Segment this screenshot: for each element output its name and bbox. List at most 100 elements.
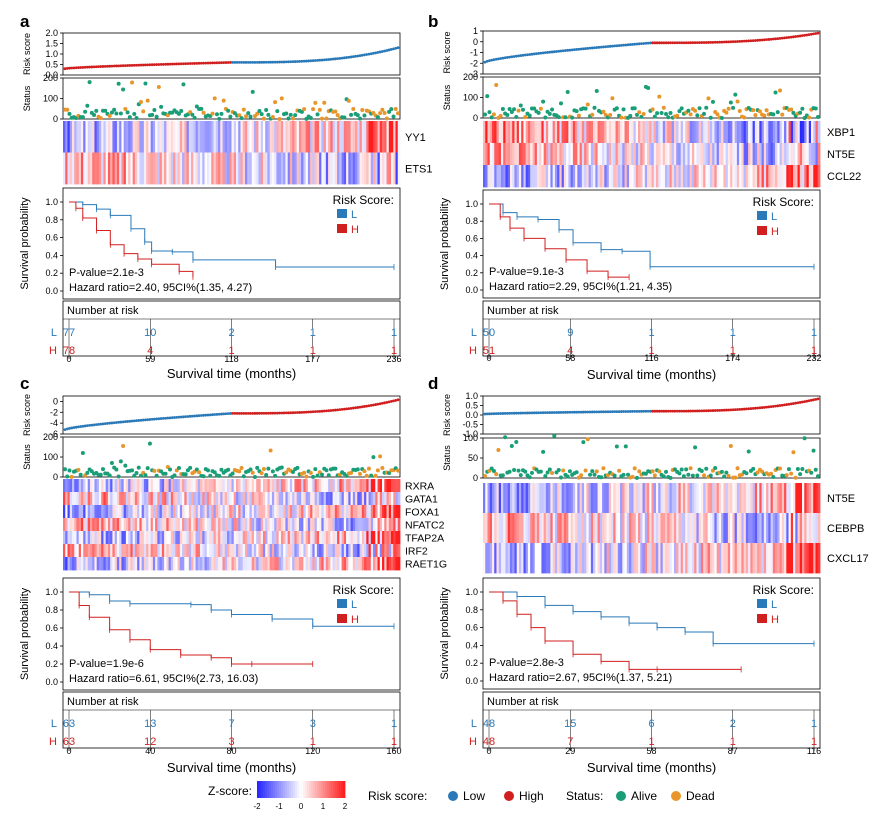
risk-point xyxy=(217,412,221,416)
heatmap-cell xyxy=(202,505,205,519)
risk-point xyxy=(485,59,489,63)
risk-point xyxy=(141,63,145,67)
heatmap-cell xyxy=(71,492,75,506)
status-point xyxy=(704,105,709,110)
heatmap-cell xyxy=(112,557,116,571)
heatmap-cell xyxy=(516,143,520,166)
heatmap-cell xyxy=(78,505,82,519)
heatmap-cell xyxy=(137,531,140,545)
heatmap-cell xyxy=(662,121,666,144)
heatmap-cell xyxy=(182,492,185,506)
risk-point xyxy=(528,411,532,415)
heatmap-cell xyxy=(229,492,232,506)
heatmap-cell xyxy=(280,492,284,506)
heatmap-cell xyxy=(485,513,488,544)
heatmap-cell xyxy=(296,505,300,519)
heatmap-cell xyxy=(525,483,529,514)
heatmap-cell xyxy=(761,513,765,544)
heatmap-cell xyxy=(595,143,598,166)
status-point xyxy=(393,107,398,112)
risk-point xyxy=(103,422,107,426)
heatmap-cell xyxy=(96,531,100,545)
heatmap-cell xyxy=(83,557,86,571)
heatmap-cell xyxy=(496,513,500,544)
risk-point xyxy=(747,39,751,43)
heatmap-cell xyxy=(220,557,223,571)
status-point xyxy=(507,469,512,474)
risk-point xyxy=(568,410,572,414)
heatmap-cell xyxy=(166,152,169,185)
risk-point xyxy=(202,61,205,65)
heatmap-cell xyxy=(179,518,183,532)
heatmap-cell xyxy=(676,121,679,144)
heatmap-cell xyxy=(516,483,520,514)
risk-point xyxy=(342,407,346,411)
heatmap-cell xyxy=(229,518,232,532)
heatmap-cell xyxy=(487,143,491,166)
status-point xyxy=(290,469,295,474)
risk-point xyxy=(184,415,188,419)
risk-point xyxy=(539,411,543,415)
risk-tick-label: -4 xyxy=(50,418,58,428)
heatmap-cell xyxy=(63,518,66,532)
heatmap-cell xyxy=(761,121,765,144)
heatmap-cell xyxy=(83,152,86,185)
heatmap-cell xyxy=(231,152,235,185)
status-point xyxy=(78,472,83,477)
heatmap-cell xyxy=(534,513,538,544)
heatmap-cell xyxy=(330,518,333,532)
risk-point xyxy=(575,48,579,51)
heatmap-cell xyxy=(604,513,607,544)
heatmap-cell xyxy=(649,143,652,166)
status-point xyxy=(702,473,707,478)
heatmap-cell xyxy=(182,505,185,519)
status-point xyxy=(514,115,519,120)
legend-dead-dot xyxy=(671,791,681,801)
heatmap-cell xyxy=(305,121,309,153)
status-point xyxy=(800,106,805,111)
heatmap-cell xyxy=(377,121,381,153)
risk-point xyxy=(331,408,335,412)
risk-point xyxy=(742,39,746,43)
heatmap-cell xyxy=(525,513,529,544)
risk-point xyxy=(83,65,87,69)
heatmap-cell xyxy=(227,544,230,558)
heatmap-cell xyxy=(155,531,158,545)
heatmap-cell xyxy=(705,121,709,144)
heatmap-cell xyxy=(514,121,518,144)
risk-point xyxy=(740,407,744,411)
heatmap-cell xyxy=(164,492,167,506)
status-point xyxy=(288,112,293,117)
risk-point xyxy=(809,398,813,402)
zscore-gradient-cell xyxy=(261,781,264,798)
heatmap-cell xyxy=(685,143,688,166)
time-tick-label: 0 xyxy=(486,746,491,756)
heatmap-cell xyxy=(80,518,84,532)
heatmap-cell xyxy=(373,152,376,185)
heatmap-cell xyxy=(249,492,253,506)
status-tick-label: 0 xyxy=(53,472,58,482)
heatmap-cell xyxy=(325,544,329,558)
risk-point xyxy=(557,49,561,53)
risk-point xyxy=(351,55,355,59)
heatmap-cell xyxy=(373,505,376,519)
km-frame xyxy=(62,187,401,300)
risk-point xyxy=(539,51,543,55)
heatmap-cell xyxy=(247,518,250,532)
heatmap-cell xyxy=(76,518,80,532)
heatmap-cell xyxy=(166,492,169,506)
status-point xyxy=(567,469,572,474)
risk-point xyxy=(199,61,203,65)
heatmap-cell xyxy=(110,492,113,506)
heatmap-cell xyxy=(242,505,246,519)
risk-point xyxy=(231,60,235,64)
heatmap-cell xyxy=(114,518,118,532)
heatmap-cell xyxy=(375,505,378,519)
heatmap-cell xyxy=(620,165,623,188)
heatmap-cell xyxy=(96,479,100,493)
heatmap-cell xyxy=(723,483,727,514)
risk-point xyxy=(749,39,753,43)
heatmap-cell xyxy=(593,143,596,166)
heatmap-cell xyxy=(191,121,194,153)
risk-point xyxy=(550,50,554,54)
